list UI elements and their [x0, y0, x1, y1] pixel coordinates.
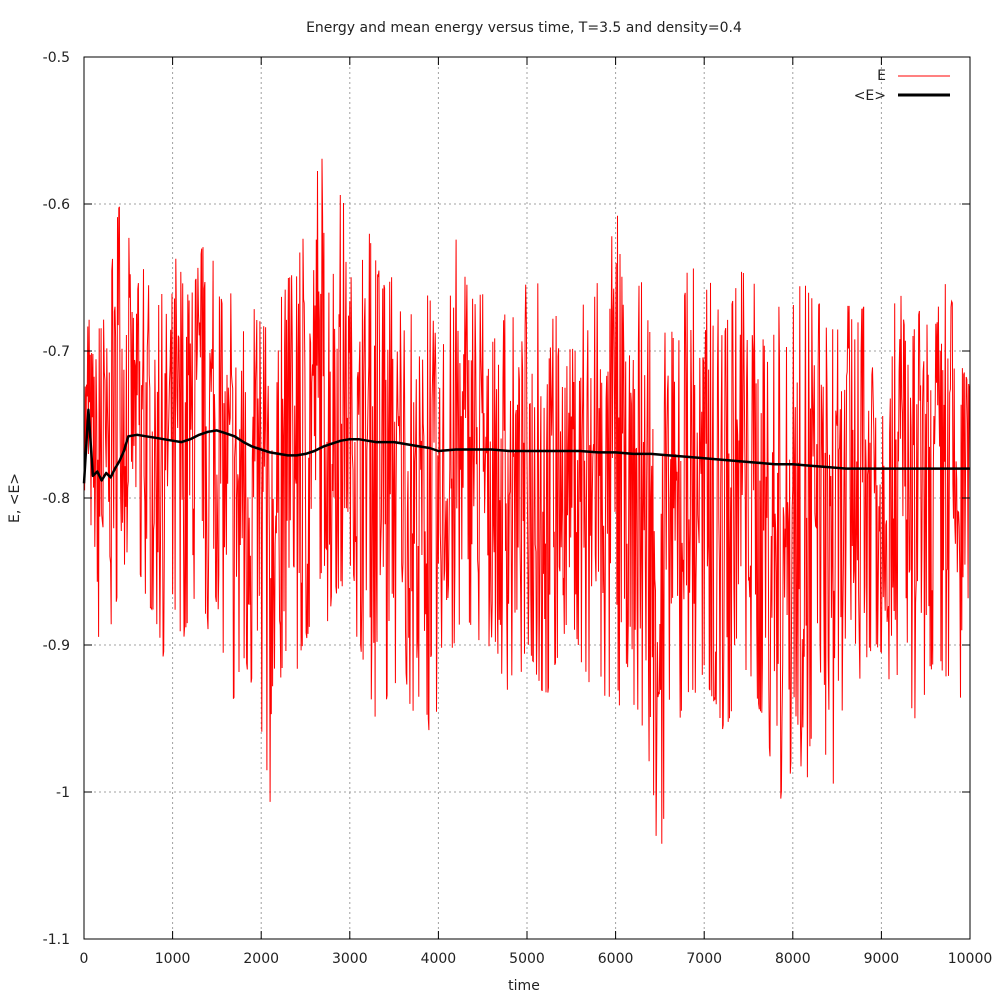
x-tick-label: 3000: [332, 951, 368, 967]
series-mean-e-line: [82, 408, 970, 484]
x-tick-label: 5000: [509, 951, 545, 967]
x-tick-label: 6000: [598, 951, 634, 967]
y-tick-label: -0.5: [43, 50, 70, 66]
y-tick-label: -1.1: [43, 932, 70, 948]
y-tick-label: -1: [56, 785, 70, 801]
y-tick-label: -0.8: [43, 491, 70, 507]
y-tick-label: -0.7: [43, 344, 70, 360]
legend-label-e: E: [877, 68, 886, 84]
x-tick-label: 4000: [421, 951, 457, 967]
y-axis-label: E, <E>: [7, 473, 23, 523]
plot-area: [82, 158, 971, 844]
axis-ticks: 0 1000 2000 3000 4000 5000 6000 7000 8000 9000 100…: [43, 50, 993, 967]
legend-label-mean-e: <E>: [854, 88, 886, 104]
x-tick-label: 10000: [948, 951, 993, 967]
legend: E <E>: [854, 68, 950, 104]
x-tick-label: 8000: [775, 951, 811, 967]
x-tick-label: 7000: [686, 951, 722, 967]
x-tick-label: 2000: [243, 951, 279, 967]
series-e-line: [83, 158, 971, 844]
x-tick-label: 0: [80, 951, 89, 967]
chart-title: Energy and mean energy versus time, T=3.…: [306, 20, 742, 36]
x-axis-label: time: [508, 978, 540, 994]
x-tick-label: 1000: [155, 951, 191, 967]
y-tick-label: -0.9: [43, 638, 70, 654]
x-tick-label: 9000: [864, 951, 900, 967]
y-tick-label: -0.6: [43, 197, 70, 213]
